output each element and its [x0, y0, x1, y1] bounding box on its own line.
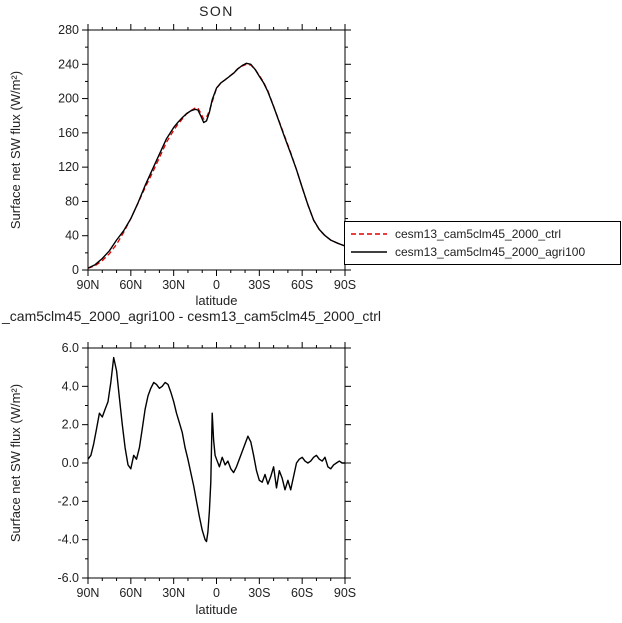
y-tick-label: 0: [72, 263, 79, 277]
y-tick-label: 200: [58, 92, 79, 106]
top-chart-title: SON: [199, 3, 234, 19]
x-tick-label: 60S: [291, 586, 313, 600]
x-tick-label: 30S: [248, 278, 270, 292]
x-tick-label: 30N: [162, 586, 185, 600]
series-line-cesm13_cam5clm45_2000_ctrl: [87, 63, 346, 269]
legend-label: cesm13_cam5clm45_2000_agri100: [395, 245, 586, 259]
y-tick-label: 80: [65, 194, 79, 208]
son-chart-canvas: 90N 60N 30N 0 30S 60S 90S 0 40 80 120 160 200 240 280: [58, 23, 356, 292]
y-tick-label: 40: [65, 229, 79, 243]
x-tick-label: 90S: [334, 586, 356, 600]
x-tick-label: 60N: [119, 586, 142, 600]
y-tick-label: -2.0: [57, 494, 79, 508]
plot-frame: [87, 29, 346, 271]
x-tick-label: 60S: [291, 278, 313, 292]
top-chart-x-axis-label: latitude: [195, 293, 238, 308]
y-tick-label: 240: [58, 57, 79, 71]
x-tick-label: 30N: [162, 278, 185, 292]
series-line-agri100_minus_ctrl_difference: [87, 356, 345, 543]
y-tick-label: 2.0: [62, 418, 79, 432]
y-tick-label: 6.0: [62, 341, 79, 355]
x-tick-label: 0: [213, 278, 220, 292]
x-tick-label: 60N: [119, 278, 142, 292]
y-tick-label: 4.0: [62, 379, 79, 393]
x-tick-label: 90S: [334, 278, 356, 292]
x-tick-label: 0: [213, 586, 220, 600]
legend-entry: cesm13_cam5clm45_2000_agri100: [350, 243, 615, 261]
y-tick-label: -6.0: [57, 571, 79, 585]
y-tick-label: 120: [58, 160, 79, 174]
y-tick-label: 160: [58, 126, 79, 140]
x-tick-label: 90N: [77, 586, 100, 600]
y-tick-label: 0.0: [62, 456, 79, 470]
x-tick-label: 30S: [248, 586, 270, 600]
y-tick-label: -4.0: [57, 533, 79, 547]
bottom-chart-title: _cam5clm45_2000_agri100 - cesm13_cam5clm…: [2, 308, 381, 324]
legend-line-sample: [351, 233, 387, 235]
legend-label: cesm13_cam5clm45_2000_ctrl: [395, 227, 562, 241]
difference-chart-canvas: 90N 60N 30N 0 30S 60S 90S -6.0 -4.0 -2.0 0.0 2.0 4.0…: [57, 341, 356, 600]
legend-entry: cesm13_cam5clm45_2000_ctrl: [350, 225, 615, 243]
bottom-chart-x-axis-label: latitude: [195, 602, 238, 617]
legend-box: cesm13_cam5clm45_2000_ctrl cesm13_cam5clm…: [344, 221, 621, 265]
legend-line-sample: [351, 251, 387, 253]
y-tick-label: 280: [58, 23, 79, 37]
x-tick-label: 90N: [77, 278, 100, 292]
series-line-cesm13_cam5clm45_2000_agri100: [87, 62, 346, 269]
plot-frame: [87, 347, 346, 579]
